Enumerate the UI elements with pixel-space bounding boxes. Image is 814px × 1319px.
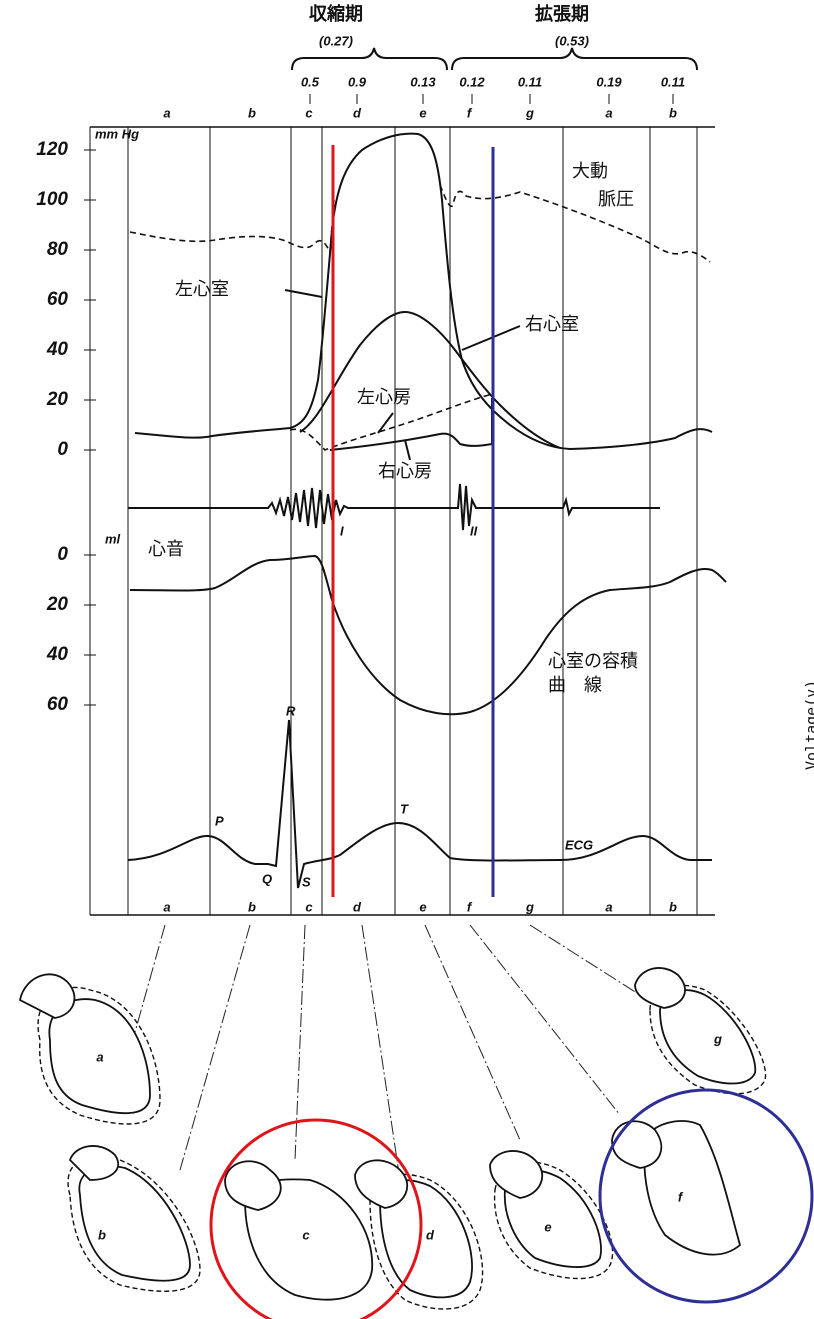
frame	[90, 127, 715, 915]
phase-label-bottom: c	[305, 899, 313, 914]
leader-la	[378, 413, 393, 433]
lv-label: 左心室	[175, 279, 229, 300]
diastole-duration: (0.53)	[555, 33, 589, 48]
volume-unit: ml	[105, 531, 121, 546]
systole-brace	[292, 48, 447, 70]
volume-tick-label: 20	[46, 594, 69, 615]
guide-line	[130, 925, 165, 1050]
leader-rv	[462, 326, 520, 350]
phase-label-top: c	[305, 105, 313, 120]
ecg-trace	[128, 720, 712, 888]
phase-label-bottom: g	[525, 899, 534, 914]
heart-label: c	[302, 1227, 310, 1242]
heart-label: b	[98, 1227, 106, 1242]
guide-line	[295, 925, 305, 1160]
volume-tick-label: 0	[57, 544, 68, 565]
ecg-q: Q	[262, 871, 272, 886]
pressure-tick-label: 20	[46, 389, 69, 410]
heart-atrium	[635, 968, 685, 1008]
hearts	[20, 925, 766, 1309]
aorta-label: 脈圧	[598, 189, 634, 210]
phase-label-bottom: a	[605, 899, 612, 914]
aortic-pressure-diastole	[440, 185, 710, 262]
sound-2-label: II	[470, 523, 478, 538]
ecg-p: P	[215, 813, 224, 828]
volume-tick-label: 40	[46, 644, 69, 665]
heart-label: d	[426, 1227, 435, 1242]
phase-label-top: d	[353, 105, 362, 120]
phase-label-top: a	[163, 105, 170, 120]
phase-label-bottom: d	[353, 899, 362, 914]
heart-atrium	[355, 1160, 407, 1208]
pressure-unit: mm Hg	[95, 126, 139, 141]
ra-label: 右心房	[378, 461, 432, 482]
systole-label: 収縮期	[309, 3, 363, 25]
pressure-tick-label: 60	[47, 289, 69, 310]
heart-label: g	[713, 1031, 722, 1046]
phase-label-top: e	[419, 105, 426, 120]
phase-label-top: b	[248, 105, 256, 120]
guide-line	[530, 925, 640, 995]
ecg-r: R	[286, 703, 296, 718]
duration-label: 0.19	[596, 74, 622, 89]
side-label: Voltage(v)	[803, 680, 814, 770]
heart-atrium	[225, 1161, 281, 1210]
guide-line	[425, 925, 520, 1140]
duration-label: 0.11	[518, 74, 542, 89]
heart-atrium	[20, 974, 74, 1018]
diagram: 収縮期 (0.27) 拡張期 (0.53)	[0, 0, 814, 1319]
leader-ra	[405, 440, 410, 460]
diastole-label: 拡張期	[535, 3, 589, 25]
aorta-label: 大動	[572, 161, 608, 182]
heart-atrium	[612, 1121, 661, 1168]
sound-1-label: I	[340, 523, 344, 538]
pressure-tick-label: 40	[46, 339, 69, 360]
duration-label: 0.5	[301, 74, 320, 89]
phase-label-bottom: f	[467, 899, 473, 914]
volume-label: 心室の容積	[548, 651, 638, 672]
pressure-tick-label: 0	[57, 439, 68, 460]
ecg-t: T	[400, 801, 409, 816]
rv-label: 右心室	[525, 314, 579, 335]
heart-shape	[79, 1166, 190, 1281]
phase-label-top: f	[467, 105, 473, 120]
page: Cardiac cycle diagram html, body { margi…	[0, 0, 814, 1319]
duration-label: 0.9	[348, 74, 367, 89]
la-label: 左心房	[357, 387, 411, 408]
ecg-label: ECG	[565, 837, 593, 852]
diastole-brace	[452, 48, 697, 70]
heart-sound	[128, 484, 660, 530]
right-ventricular-pressure	[300, 312, 560, 448]
volume-label: 曲 線	[548, 675, 602, 696]
heart-label: a	[96, 1049, 103, 1064]
heart-label: e	[544, 1219, 551, 1234]
guide-line	[470, 925, 620, 1115]
phase-label-bottom: e	[419, 899, 426, 914]
phase-label-bottom: b	[248, 899, 256, 914]
guide-line	[180, 925, 250, 1170]
phase-label-bottom: a	[163, 899, 170, 914]
ecg-s: S	[302, 874, 311, 889]
pressure-tick-label: 120	[36, 139, 68, 160]
heart-sound-label: 心音	[148, 539, 184, 560]
body: {"header": {"systole": "収縮期", "systole_d…	[0, 0, 814, 1319]
phase-label-bottom: b	[669, 899, 677, 914]
duration-label: 0.11	[661, 74, 685, 89]
ventricular-volume	[130, 556, 726, 714]
phase-label-top: a	[605, 105, 612, 120]
duration-label: 0.12	[459, 74, 485, 89]
heart-sound-trace	[128, 484, 660, 530]
aortic-pressure	[130, 200, 334, 252]
right-atrial-pressure	[330, 398, 492, 450]
pressure-tick-label: 100	[36, 189, 68, 210]
duration-label: 0.13	[410, 74, 436, 89]
phase-label-top: b	[669, 105, 677, 120]
heart-atrium	[70, 1146, 118, 1180]
pressure-tick-label: 80	[47, 239, 69, 260]
heart-atrium	[490, 1151, 542, 1198]
volume-tick-label: 60	[47, 694, 69, 715]
phase-label-top: g	[525, 105, 534, 120]
systole-duration: (0.27)	[319, 33, 353, 48]
